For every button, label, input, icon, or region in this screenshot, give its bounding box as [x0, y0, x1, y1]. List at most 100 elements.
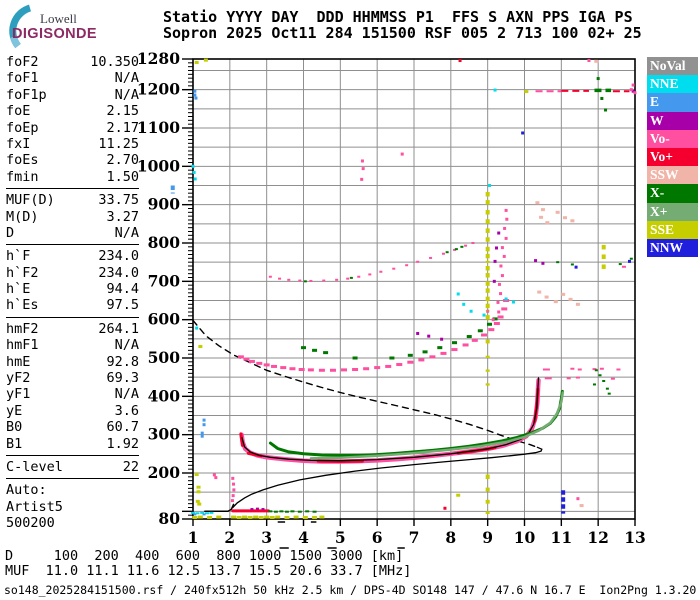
ionogram-third-hop-x — [445, 251, 449, 254]
ionogram-third-hop-o — [278, 277, 282, 280]
ionogram-spread-f-right-green-dots — [629, 257, 633, 260]
ionogram-e-blue-scatter — [193, 93, 197, 97]
param-label: foF1p — [6, 86, 47, 103]
param-row-he: h`E 94.4 — [6, 281, 139, 297]
ionogram-pink-low-misc — [231, 494, 235, 498]
param-label: MUF(D) — [6, 192, 55, 209]
ionogram-spread-f-right-pink-dots — [575, 376, 580, 379]
ionogram-spread-f-right-green-dots — [602, 380, 606, 382]
ionogram-f-trace-x-fit — [309, 391, 565, 460]
ionogram-sse-rfi-columns — [485, 310, 490, 312]
ionogram-sse-baseline — [253, 515, 259, 519]
ionogram-second-hop-o — [488, 328, 495, 332]
ionogram-muf-transmission-lower — [232, 446, 543, 509]
param-row-mufd: MUF(D) 33.75 — [6, 192, 139, 208]
ionogram-second-hop-o — [493, 322, 500, 325]
ionogram-second-hop-x — [352, 356, 358, 360]
x-axis-label: 6 — [372, 528, 383, 547]
ionogram-second-hop-x — [407, 353, 413, 357]
ionogram-nne-scatter — [511, 300, 515, 304]
ionogram-second-hop-o — [237, 355, 244, 359]
ionogram-pink-low-misc — [214, 476, 218, 480]
digisonde-logo: Lowell DIGISONDE — [4, 4, 134, 50]
ionogram-second-hop-o — [363, 367, 370, 371]
ionogram-third-hop-o — [392, 267, 396, 270]
ionogram-high-pink-dots — [360, 159, 364, 163]
ionogram-second-hop-o — [462, 343, 469, 347]
ionogram-sse-rfi-columns — [485, 273, 490, 278]
param-label: h`Es — [6, 297, 39, 314]
y-axis-label: 800 — [148, 233, 181, 252]
ionogram-es-blue — [202, 513, 206, 516]
ionogram-es-green — [284, 510, 289, 513]
ionogram-second-hop-x — [312, 348, 318, 352]
ionogram-second-hop-o — [243, 357, 250, 361]
ionogram-sse-misc — [198, 345, 203, 348]
y-axis-label: 200 — [148, 463, 181, 482]
y-axis-label: 1280 — [137, 49, 180, 68]
ionogram-spread-rise-pink — [500, 246, 504, 250]
param-value: 97.5 — [106, 297, 139, 314]
ionogram-es-w — [255, 507, 259, 510]
ionogram-es-green — [279, 510, 284, 513]
ionogram-second-hop-o — [471, 338, 478, 342]
ionogram-spread-rise-pink — [505, 217, 509, 221]
ionogram-third-hop-x — [454, 248, 458, 251]
ionogram-spread-rise-pink — [503, 226, 507, 230]
ionogram-es-green — [297, 510, 302, 513]
autoscaling-line: 500200 — [6, 515, 55, 532]
ionogram-nne-scatter — [482, 313, 486, 317]
ionogram-ssw-scatter — [545, 221, 550, 225]
ionogram-ssw-scatter — [563, 216, 568, 220]
param-label: foF2 — [6, 54, 39, 70]
param-row-hmf2: hmF2 264.1 — [6, 321, 139, 337]
ionogram-sse-misc — [196, 485, 201, 489]
x-axis-label: 10 — [514, 528, 536, 547]
param-row-fof1p: foF1p N/A — [6, 87, 139, 103]
ionogram-sse-baseline — [284, 515, 290, 519]
ionogram-spread-f-right-green-dots — [592, 383, 596, 386]
ionogram-spread-rise-w — [541, 261, 545, 265]
y-axis-label: 500 — [148, 348, 181, 367]
ionogram-spread-rise-pink — [491, 318, 495, 322]
ionogram-sse-baseline — [275, 515, 281, 519]
ionogram-vop-misc — [443, 506, 447, 510]
header-values-line: Sopron 2025 Oct11 284 151500 RSF 005 2 7… — [163, 24, 642, 42]
ionogram-third-hop-o — [322, 279, 326, 282]
x-axis-label: 1 — [188, 528, 199, 547]
ionogram-nne-scatter — [193, 177, 197, 181]
ionogram-high-pink-dots — [633, 91, 637, 95]
ionogram-nne-scatter — [195, 326, 199, 330]
ionogram-ssw-scatter — [535, 201, 540, 205]
ionogram-nne-scatter — [488, 184, 492, 187]
ionogram-second-hop-o — [248, 359, 255, 363]
x-axis-label: 12 — [587, 528, 609, 547]
ionogram-spread-f-right-pink-dots — [592, 368, 597, 371]
ionogram-sse-rfi-columns — [485, 303, 490, 309]
x-axis-label: 3 — [261, 528, 272, 547]
param-value: N/A — [114, 70, 139, 87]
ionogram-spread-rise-pink — [499, 264, 503, 268]
ionogram-sse-rfi-columns — [485, 266, 490, 271]
ionogram-sse-baseline — [207, 515, 213, 519]
ionogram-sse-misc — [194, 473, 199, 477]
y-axis-label: 1200 — [137, 80, 180, 99]
param-value: 33.75 — [98, 192, 139, 209]
ionogram-second-hop-o — [418, 358, 425, 362]
ionogram-spread-f-right-pink-dots — [599, 367, 604, 370]
ionogram-third-hop-o — [357, 275, 361, 278]
ionogram-sse-rfi-columns — [485, 315, 490, 320]
x-axis-label: 11 — [551, 528, 573, 547]
ionogram-second-hop-o — [289, 367, 296, 371]
ionogram-e-blue-scatter — [200, 431, 204, 435]
ionogram-es-nne — [200, 511, 205, 514]
param-label: foE — [6, 103, 31, 120]
ionogram-second-hop-o — [271, 364, 278, 368]
ionogram-third-hop-o — [268, 275, 272, 278]
ionogram-es-nne — [191, 511, 195, 514]
x-axis-label: 13 — [624, 528, 646, 547]
ionogram-sse-baseline — [269, 515, 275, 519]
param-row-hmf1: hmF1 N/A — [6, 337, 139, 353]
ionogram-sse-rfi-columns — [485, 260, 490, 263]
distance-row: D 100 200 400 600 800 1000 1500 3000 [km… — [5, 548, 404, 564]
